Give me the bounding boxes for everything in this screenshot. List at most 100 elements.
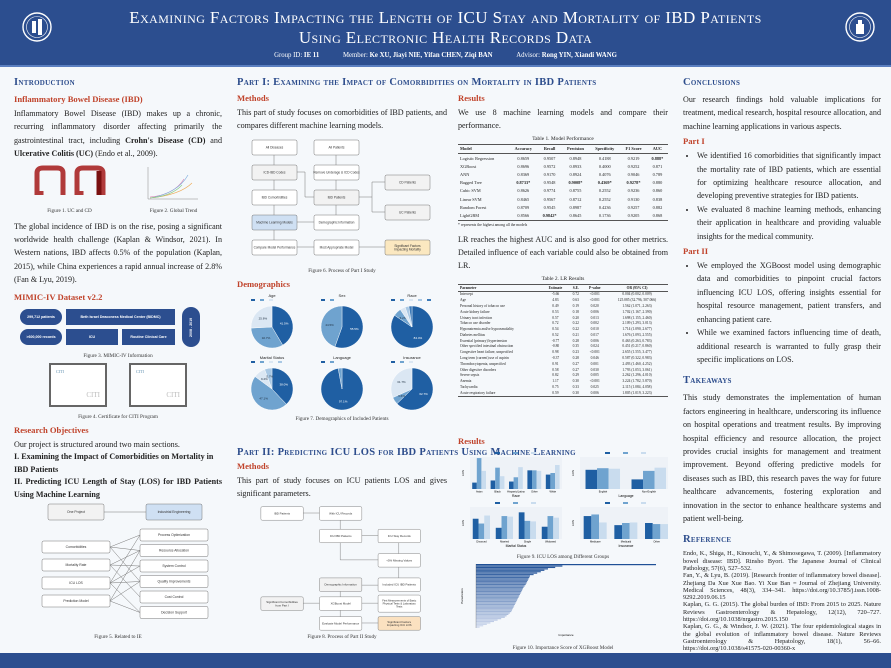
importance-bar (476, 605, 515, 607)
flow-box-label: Significant Factors (387, 620, 411, 624)
table-cell: Urinary tract infection (460, 315, 493, 320)
flow-box (251, 139, 298, 156)
column-header: Specificity (595, 146, 615, 152)
slice-label: 25.8% (259, 316, 268, 320)
ie-right-box-label: Process Optimization (158, 533, 190, 537)
table-cell: 0.463 (0.263, 0.783) (622, 338, 652, 343)
table-cell: 2.262 (1.296, 4.010) (622, 373, 652, 378)
category-tick: Medicaid (621, 540, 632, 544)
poster-title-line1: Examining Factors Impacting the Length o… (129, 8, 762, 27)
pie-chart: Race 84.4% 6.2% (390, 293, 434, 348)
flow-box-label: CD Patients (399, 180, 416, 184)
bar (550, 473, 556, 489)
table-cell: Acute kidney failure (460, 309, 490, 314)
importance-bar (476, 616, 505, 618)
pie-slice (271, 367, 294, 405)
table-cell: 0.001 (590, 361, 599, 366)
reference-item: Kaplan, G. G. (2015). The global burden … (683, 601, 881, 624)
parameter-row: Long term (current) use of aspirin -0.37 0… (458, 355, 668, 361)
model-row: Linear SVM 0.8465 0.9567 0.8712 0.2552 0.9130… (458, 195, 668, 203)
category-tick: Asian (476, 490, 483, 494)
figure-6-flowchart: All Diseases All Patients ICD-IBD Codes Rem… (251, 139, 431, 256)
table-cell: 0.72 (552, 321, 559, 326)
reference-item: Endo, K., Shiga, H., Kinouchi, Y., & Shi… (683, 550, 881, 572)
pie-slice (250, 305, 273, 329)
bar (622, 523, 630, 539)
table-cell: 0.9278* (626, 180, 641, 186)
bar (518, 512, 525, 539)
pie-slice (390, 367, 413, 398)
bar (501, 516, 508, 539)
table-cell: 2.655 (1.555, 3.477) (622, 350, 652, 355)
part1-section: Part I: Examining the Impact of Comorbid… (237, 76, 668, 93)
table-cell: 0.27 (572, 367, 579, 372)
table-cell: <0.001 (589, 379, 600, 384)
demographics-heading: Demographics (237, 278, 290, 289)
table-cell: 0.28 (572, 355, 579, 360)
bar (631, 479, 644, 489)
category-tick: Married (500, 540, 509, 544)
table-cell: 2.109 (1.293, 3.013) (622, 321, 652, 326)
importance-bar (476, 582, 527, 584)
table-cell: 0.9008* (568, 180, 583, 186)
table-cell: Essential (primary) hypertension (460, 338, 508, 343)
mimic-heading: MIMIC-IV Dataset v2.2 (14, 291, 103, 302)
figures-row: Figure 1. UC and CD Figure 2. Global Tre… (14, 165, 222, 216)
table-cell: 0.8733* (516, 180, 531, 186)
flow-box-label: Evaluate Model Performance (322, 621, 359, 625)
objective-1: I. Examining the Impact of Comorbidities… (14, 452, 214, 474)
table-cell: 0.9842* (542, 212, 557, 218)
table-cell: 0.8987 (569, 204, 582, 210)
model-row: Bagged Tree 0.8733* 0.9548 0.9008* 0.4369* 0.… (458, 179, 668, 187)
importance-bar (476, 623, 487, 625)
bar (495, 527, 502, 539)
category-tick: Other (531, 490, 538, 494)
table-cell: 1.793 (1.053, 3.061) (622, 367, 652, 372)
table-cell: 1.698 (1.155, 2.460) (622, 315, 652, 320)
bar (660, 524, 669, 539)
takeaways-heading: Takeaways (683, 375, 732, 387)
table-cell: Other digestive disorders (460, 367, 497, 372)
table-cell: 1.714 (1.090, 2.677) (622, 327, 652, 332)
flow-box-label: Machine Learning Models (256, 220, 293, 224)
bar (490, 480, 496, 489)
importance-bar (476, 571, 541, 573)
objectives-heading: Research Objectives (14, 424, 89, 435)
part2-methods-heading: Methods (237, 461, 269, 471)
flow-box-label: ICD-IBD Codes (264, 170, 286, 174)
flow-box (319, 577, 363, 592)
flow-box-label: Impacting Mortality (394, 247, 421, 251)
table-cell: Logistic Regression (460, 155, 495, 161)
parameter-row: Anemia 1.17 0.30 <0.001 3.224 (1.782, 5.870) (458, 378, 668, 384)
table-cell: 2.493 (1.460, 4.252) (622, 361, 652, 366)
flow-box (251, 164, 298, 181)
flow-box-label: Physical Tests & Laboratory (383, 601, 417, 605)
table-cell: 0.587 (0.322, 0.983) (622, 355, 652, 360)
conclusion-item: While we examined factors influencing ti… (697, 326, 881, 366)
flow-box-label: UC Patients (399, 210, 416, 214)
lr-results-table: Parameter Estimate S.E. P-value OR (95% CI) I… (458, 284, 668, 397)
table-cell: Bagged Tree (460, 180, 482, 186)
importance-bar (476, 583, 526, 586)
lr-text: LR reaches the highest AUC and is also g… (458, 234, 668, 271)
importance-bar (476, 602, 516, 604)
column-header: Recall (543, 146, 556, 152)
part2-conclusion-heading: Part II (683, 246, 709, 257)
table-cell: 0.35 (572, 344, 579, 349)
slice-label: 62.7% (419, 392, 428, 396)
table-cell: Cubic SVM (460, 188, 481, 194)
bar (472, 518, 479, 539)
flow-box (319, 528, 363, 543)
flow-box (251, 189, 298, 206)
advisor-label: Advisor: (516, 52, 541, 59)
citi-certificate: CITI CITI (129, 362, 187, 407)
table-cell: 0.53 (552, 309, 559, 314)
slice-label: 5.7% (266, 374, 273, 378)
legend-swatch (513, 502, 518, 504)
table-cell: 0.888* (651, 155, 664, 161)
icu-box: ICU (66, 328, 118, 345)
legend-swatch (330, 298, 334, 301)
table-cell: <0.001 (589, 298, 600, 303)
legend-swatch (605, 452, 610, 454)
table-cell: 0.8645 (569, 212, 582, 218)
